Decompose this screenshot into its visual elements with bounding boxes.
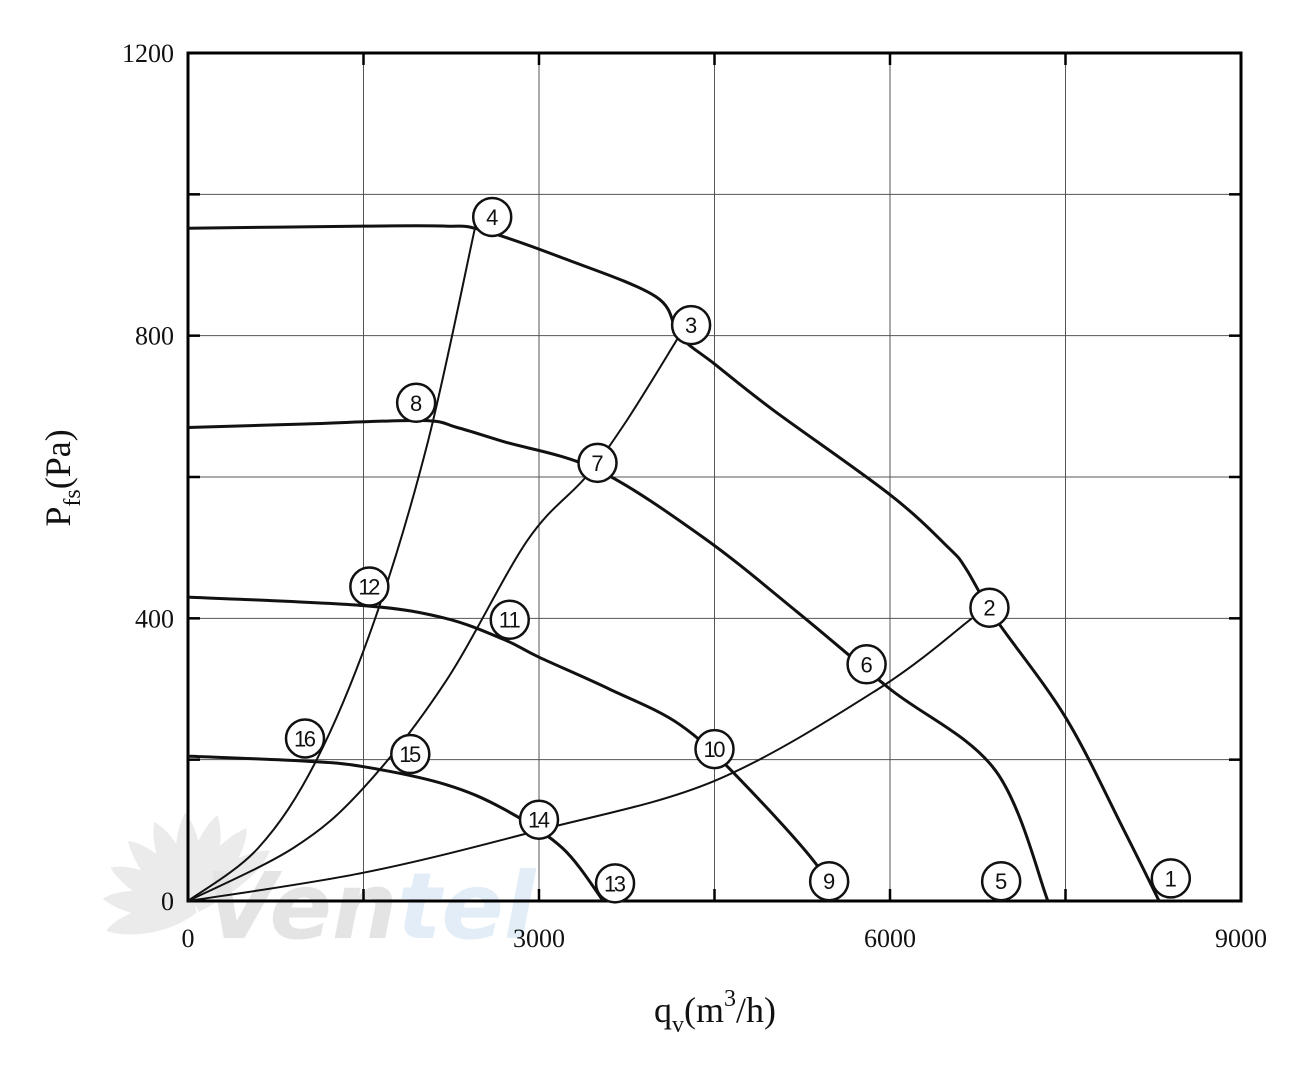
- marker-label: 11: [499, 608, 521, 633]
- watermark: Ventel: [102, 813, 537, 960]
- plot-frame: [186, 51, 1243, 903]
- marker-label: 6: [860, 652, 872, 677]
- marker-label: 1: [1165, 866, 1177, 891]
- marker-circle: [808, 860, 850, 902]
- marker-12: 12: [349, 566, 390, 607]
- marker-circle: [390, 733, 431, 775]
- marker-15: 15: [390, 733, 431, 775]
- x-axis-title: qv(m3/h): [654, 986, 776, 1038]
- marker-16: 16: [284, 718, 326, 759]
- marker-label: 14: [528, 808, 550, 833]
- grid-lines: [188, 53, 1241, 901]
- marker-10: 10: [694, 728, 735, 770]
- marker-circle: [1150, 858, 1192, 899]
- fan-curve-2: [187, 418, 1050, 902]
- fan-curve-1: [187, 224, 1161, 902]
- system-curve-7: [187, 617, 973, 902]
- marker-11: 11: [489, 599, 530, 640]
- marker-circle: [670, 304, 712, 346]
- marker-label: 7: [591, 451, 603, 476]
- y-tick-label: 400: [135, 604, 174, 633]
- marker-label: 2: [983, 596, 995, 621]
- marker-label: 16: [294, 726, 316, 751]
- fan-blade: [106, 897, 197, 935]
- marker-6: 6: [846, 644, 887, 685]
- marker-label: 8: [410, 391, 422, 416]
- y-tick-label: 800: [135, 322, 174, 351]
- marker-8: 8: [395, 382, 437, 424]
- marker-9: 9: [808, 860, 850, 902]
- marker-label: 15: [399, 742, 421, 767]
- marker-circle: [518, 799, 560, 840]
- marker-circle: [594, 863, 636, 904]
- marker-1: 1: [1150, 858, 1192, 899]
- x-tick-label: 0: [182, 924, 195, 953]
- marker-circle: [980, 860, 1022, 902]
- marker-label: 3: [685, 313, 697, 338]
- marker-circle: [577, 442, 618, 484]
- y-tick-label: 0: [161, 887, 174, 916]
- y-axis-title: Pfs(Pa): [38, 429, 86, 526]
- fan-blade: [186, 815, 221, 908]
- marker-label: 9: [823, 869, 835, 894]
- fan-curve-4: [187, 754, 605, 902]
- fan-blade: [128, 840, 202, 911]
- marker-circle: [349, 566, 390, 607]
- fan-blade: [102, 890, 197, 918]
- marker-circle: [471, 196, 513, 238]
- marker-13: 13: [594, 863, 636, 904]
- series-curves: [187, 224, 1161, 902]
- system-curve-6: [187, 335, 681, 902]
- watermark-text: Ventel: [205, 853, 537, 960]
- marker-label: 13: [604, 871, 626, 896]
- x-tick-label: 9000: [1215, 924, 1267, 953]
- marker-circle: [284, 718, 326, 759]
- marker-14: 14: [518, 799, 560, 840]
- marker-label: 5: [995, 869, 1007, 894]
- marker-circle: [489, 599, 530, 640]
- x-tick-label: 6000: [864, 924, 916, 953]
- marker-circle: [395, 382, 437, 424]
- fan-blade: [110, 866, 199, 912]
- marker-5: 5: [980, 860, 1022, 902]
- marker-7: 7: [577, 442, 618, 484]
- tick-labels: 0 3000 6000 9000 0 400 800 1200: [122, 39, 1267, 953]
- marker-circle: [846, 644, 887, 685]
- y-tick-label: 1200: [122, 39, 174, 68]
- marker-label: 4: [486, 205, 498, 230]
- marker-circle: [969, 587, 1010, 628]
- marker-circle: [694, 728, 735, 770]
- marker-4: 4: [471, 196, 513, 238]
- marker-label: 10: [704, 737, 726, 762]
- axis-ticks: [188, 53, 1241, 901]
- marker-2: 2: [969, 587, 1010, 628]
- x-tick-label: 3000: [513, 924, 565, 953]
- marker-3: 3: [670, 304, 712, 346]
- fan-blade: [153, 821, 203, 908]
- marker-label: 12: [358, 575, 380, 600]
- system-curve-5: [187, 229, 476, 902]
